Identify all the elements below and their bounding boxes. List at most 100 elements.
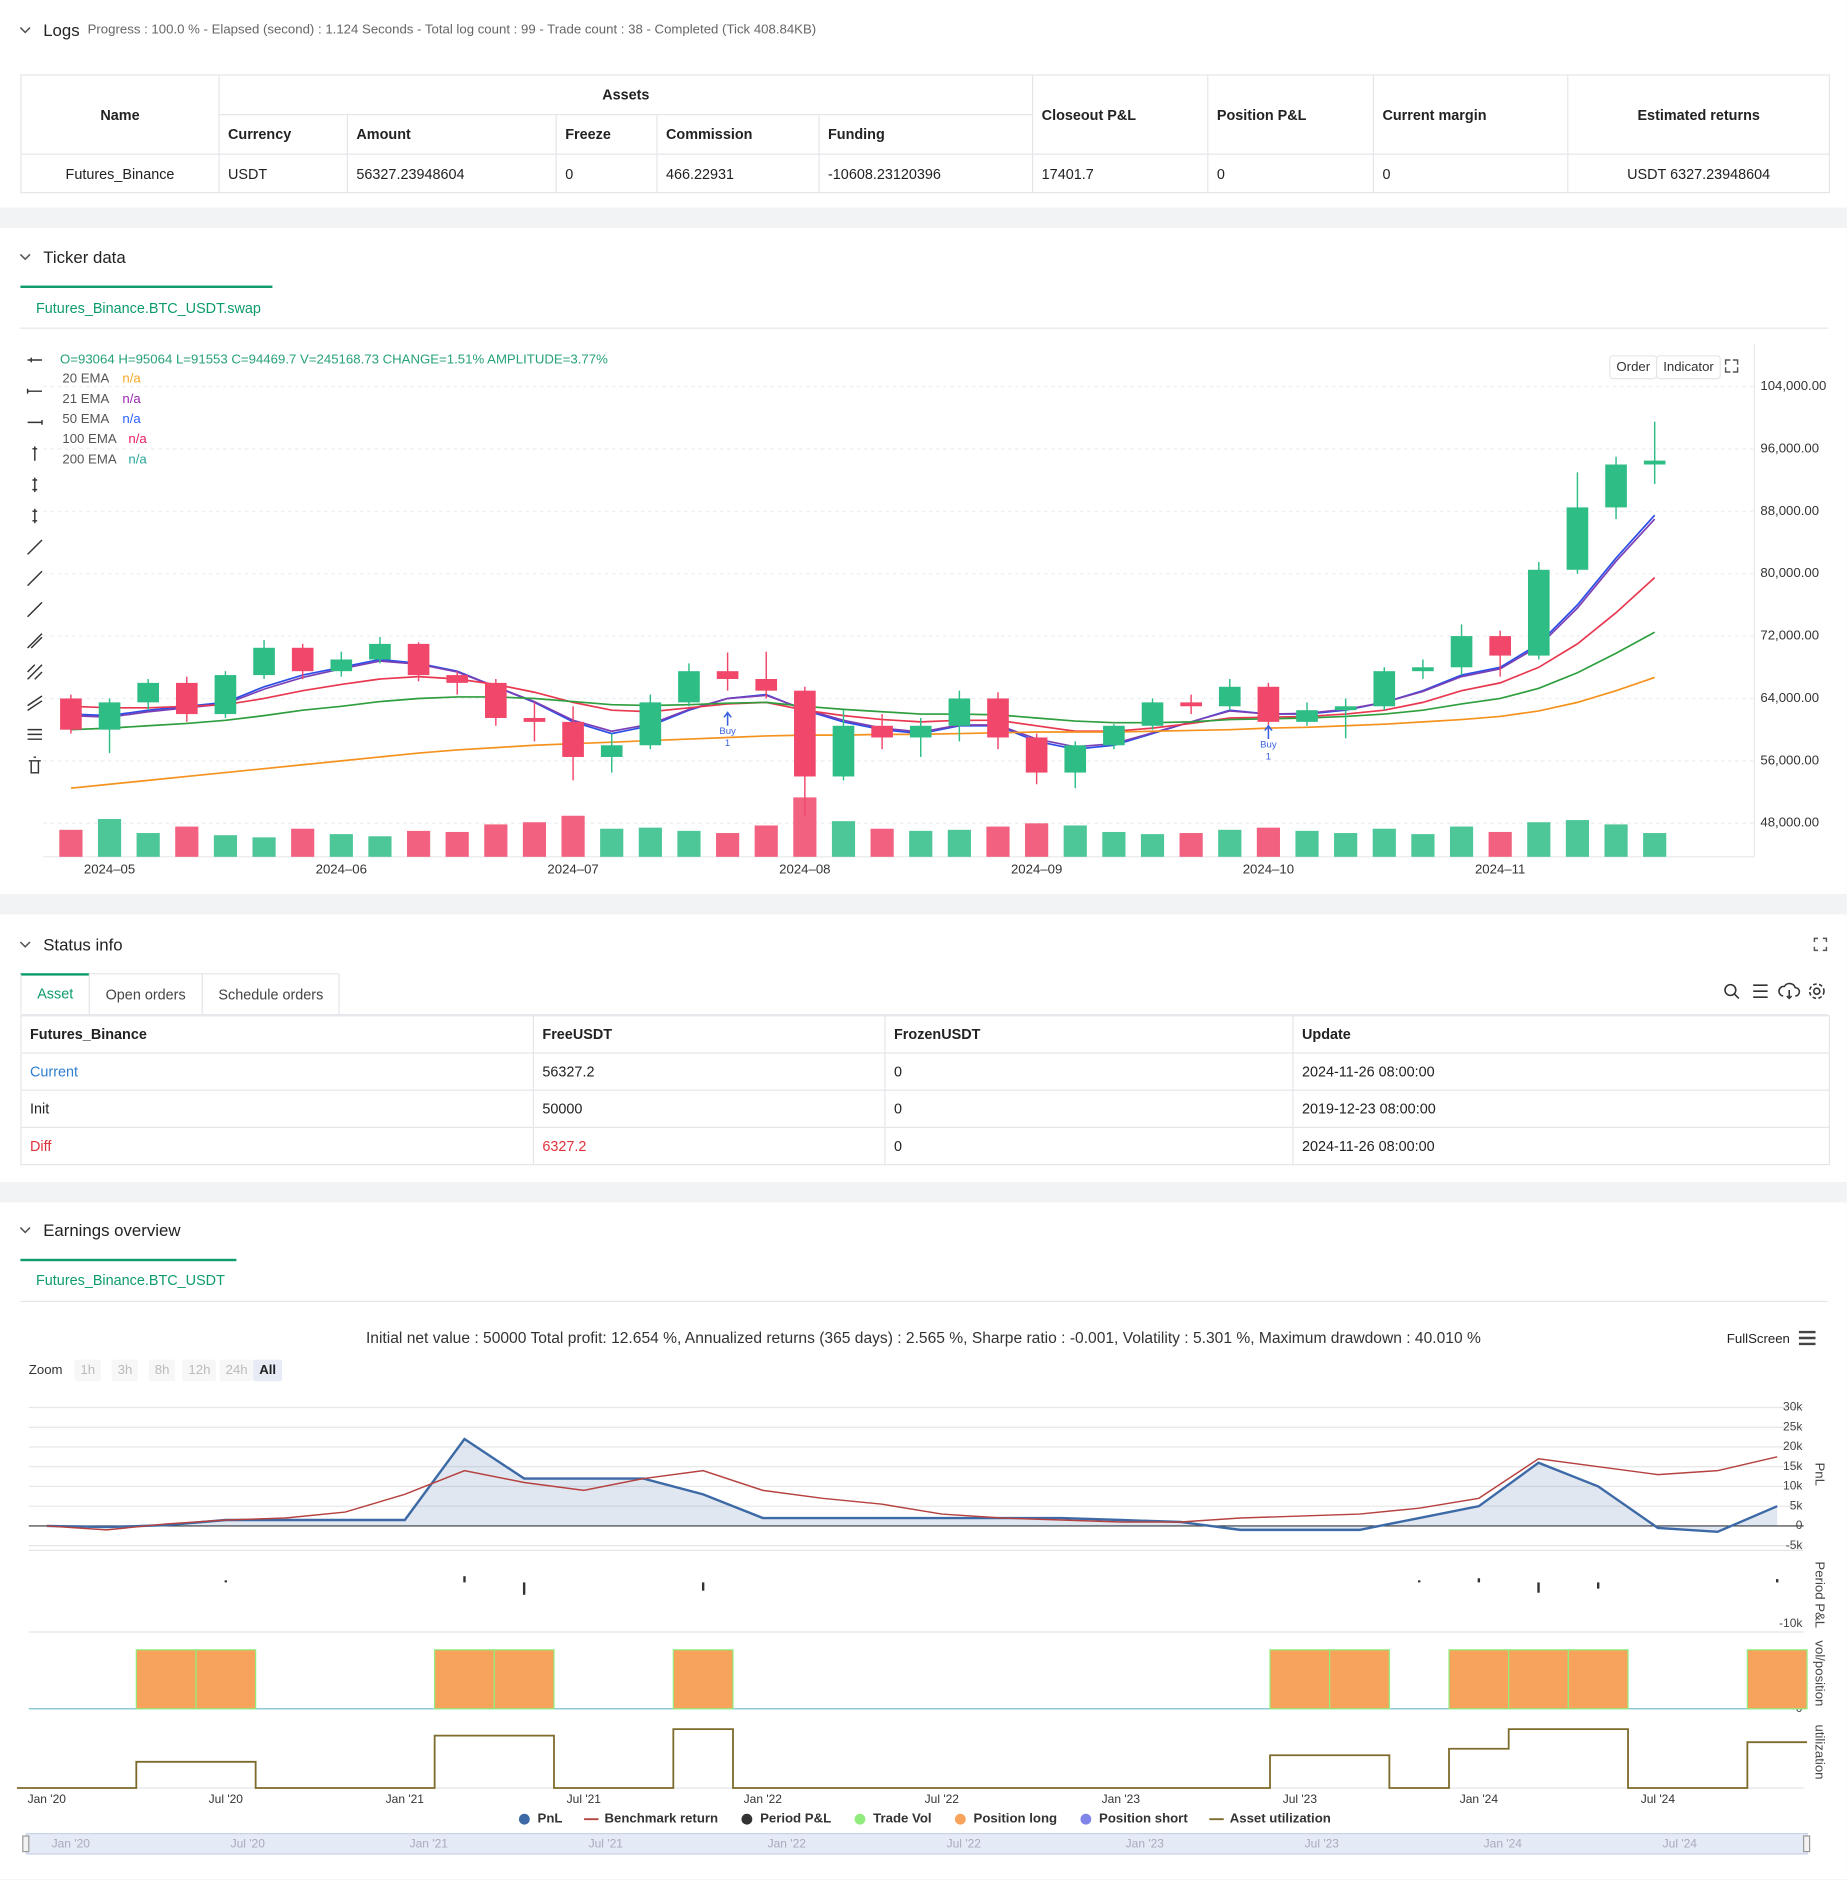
navigator-label: Jan '24: [1484, 1837, 1523, 1851]
x-tick-label: Jan '24: [1460, 1792, 1499, 1806]
header-cell: Commission: [656, 114, 820, 155]
x-tick-label: 2024–09: [1011, 861, 1062, 876]
cell: 56327.2: [532, 1052, 886, 1091]
position-block: [672, 1649, 734, 1710]
legend-label: 100 EMA: [62, 431, 116, 446]
fullscreen-icon[interactable]: [1723, 358, 1740, 375]
tab-active[interactable]: [20, 285, 273, 328]
earnings-card: [0, 1202, 1847, 1880]
volume-bar: [522, 822, 547, 857]
volume-bar: [97, 819, 122, 857]
navigator-label: Jan '23: [1126, 1837, 1165, 1851]
fullscreen-button[interactable]: FullScreen: [1726, 1332, 1790, 1347]
zoom-button[interactable]: All: [253, 1359, 283, 1382]
candle-body: [60, 698, 82, 730]
volume-bar: [406, 830, 431, 857]
candle-body: [1527, 569, 1550, 656]
period-bar: [224, 1580, 228, 1583]
expand-icon[interactable]: [1813, 937, 1828, 952]
legend-symbol: [954, 1813, 966, 1825]
volume-bar: [986, 826, 1010, 857]
collapse-icon[interactable]: [19, 251, 31, 263]
y-tick-label: 96,000.00: [1760, 440, 1819, 455]
tab-divider: [20, 327, 1828, 329]
candle-body: [407, 643, 430, 676]
candle-body: [1643, 460, 1666, 465]
candle-body: [794, 690, 816, 777]
y-tick-label: 0: [1796, 1518, 1803, 1532]
x-tick-label: 2024–05: [84, 861, 135, 876]
volume-bar: [600, 828, 624, 857]
volume-bar: [59, 829, 83, 857]
candle-body: [1218, 686, 1241, 707]
tab-label[interactable]: Futures_Binance.BTC_USDT.swap: [36, 300, 261, 317]
candle-body: [639, 702, 662, 746]
x-tick-label: 2024–10: [1243, 861, 1294, 876]
zoom-button[interactable]: 12h: [182, 1359, 217, 1382]
volume-bar: [1140, 834, 1165, 857]
candle-body: [716, 671, 739, 679]
y-tick-label: -10k: [1779, 1616, 1803, 1630]
utilization-line: [16, 1728, 1808, 1789]
y-tick-label: 48,000.00: [1760, 815, 1819, 830]
volume-bar: [1488, 831, 1512, 857]
candle-body: [523, 717, 546, 722]
y-tick-label: 20k: [1783, 1439, 1803, 1453]
cell: 0: [1372, 153, 1569, 194]
candle-body: [446, 675, 469, 683]
volume-bar: [175, 826, 199, 857]
section-title: Earnings overview: [43, 1220, 181, 1240]
volume-bar: [870, 828, 894, 857]
volume-bar: [291, 828, 315, 857]
position-block: [434, 1649, 495, 1710]
collapse-icon[interactable]: [19, 24, 31, 36]
cell: 6327.2: [532, 1126, 886, 1166]
period-bar: [1417, 1580, 1421, 1583]
volume-bar: [1256, 827, 1280, 857]
indicator-button[interactable]: Indicator: [1656, 355, 1722, 380]
tab-label[interactable]: Futures_Binance.BTC_USDT: [36, 1272, 225, 1289]
ticker-card: [0, 228, 1847, 895]
candle-body: [485, 682, 507, 718]
candle-body: [1025, 737, 1048, 773]
zoom-label: Zoom: [28, 1363, 63, 1378]
zoom-button[interactable]: 8h: [148, 1359, 176, 1382]
cell: USDT 6327.23948604: [1567, 153, 1831, 194]
legend-label: Position long: [974, 1811, 1058, 1826]
position-block: [135, 1649, 197, 1710]
table-tools[interactable]: [1723, 982, 1826, 1001]
y-tick-label: 80,000.00: [1760, 565, 1819, 580]
x-tick-label: Jan '23: [1102, 1792, 1141, 1806]
zoom-button[interactable]: 24h: [219, 1359, 254, 1382]
volume-bar: [1025, 823, 1049, 857]
collapse-icon[interactable]: [19, 1224, 31, 1236]
candle-body: [330, 659, 353, 672]
navigator-handle: [1803, 1835, 1811, 1853]
menu-icon[interactable]: [1798, 1330, 1816, 1346]
collapse-icon[interactable]: [19, 938, 31, 950]
tab-active[interactable]: [20, 1258, 237, 1301]
volume-bar: [1411, 834, 1435, 857]
legend-label: Position short: [1099, 1811, 1188, 1826]
ohlc-info: O=93064 H=95064 L=91553 C=94469.7 V=2451…: [60, 352, 608, 368]
candle-body: [987, 698, 1009, 738]
volume-bar: [136, 833, 160, 857]
volume-bar: [1295, 830, 1319, 857]
volume-bar: [368, 836, 392, 857]
zoom-button[interactable]: 1h: [74, 1359, 102, 1382]
ema-line: [70, 518, 1656, 748]
volume-bar: [329, 834, 353, 857]
cell[interactable]: Current: [20, 1052, 535, 1091]
zoom-button[interactable]: 3h: [111, 1359, 139, 1382]
candle-body: [600, 745, 623, 757]
candle-body: [948, 698, 971, 726]
navigator-handle: [22, 1835, 30, 1853]
y-tick-label: 30k: [1783, 1400, 1803, 1414]
candle-body: [1257, 686, 1280, 722]
volume-bar: [213, 835, 238, 857]
candle-body: [1296, 710, 1318, 722]
section-title: Logs: [43, 20, 80, 40]
position-block: [1269, 1649, 1331, 1710]
